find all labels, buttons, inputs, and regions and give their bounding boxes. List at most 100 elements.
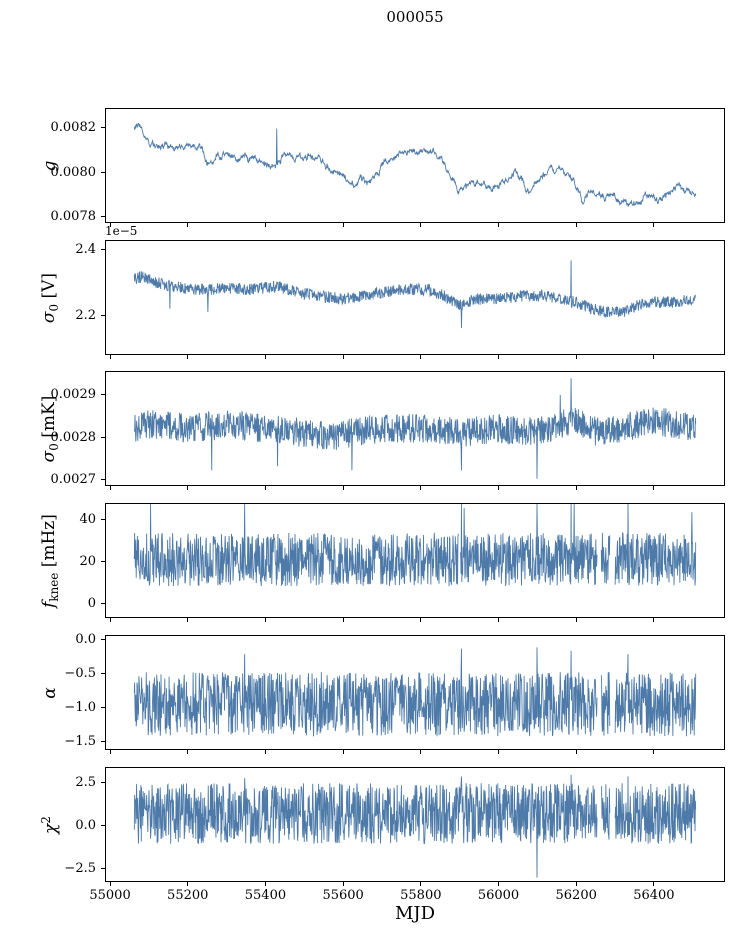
y-tick-label: 0	[87, 595, 96, 611]
x-tick-mark	[653, 750, 655, 754]
y-tick-label: −1.0	[64, 700, 96, 716]
x-tick-label: 56200	[555, 888, 597, 903]
y-tick-label: 20	[79, 554, 96, 570]
y-axis-label-g: g	[40, 160, 60, 171]
y-axis-label-segment: σ	[38, 310, 59, 323]
y-tick-label: −0.5	[64, 666, 96, 682]
x-tick-mark	[187, 355, 189, 359]
x-tick-label: 56000	[477, 888, 520, 903]
x-tick-mark	[342, 486, 344, 490]
subplot-chi2	[105, 767, 725, 882]
x-tick-mark	[109, 486, 111, 490]
y-tick-mark	[101, 479, 105, 481]
subplot-alpha	[105, 635, 725, 750]
data-line-alpha	[133, 647, 697, 737]
x-tick-mark	[420, 355, 422, 359]
x-tick-mark	[342, 223, 344, 227]
y-axis-label-segment: σ	[38, 450, 59, 462]
y-tick-label: 40	[79, 512, 96, 528]
x-axis-label: MJD	[394, 903, 436, 924]
y-tick-mark	[101, 436, 105, 438]
plot-area	[133, 647, 697, 737]
x-tick-mark	[575, 750, 577, 754]
x-tick-mark	[342, 618, 344, 622]
x-tick-mark	[498, 750, 500, 754]
x-tick-mark	[653, 355, 655, 359]
subplot-sigma0-V	[105, 240, 725, 355]
x-tick-mark	[342, 750, 344, 754]
y-axis-label-segment: [mK]	[38, 395, 59, 443]
x-tick-label: 55600	[322, 888, 364, 903]
x-tick-mark	[109, 750, 111, 754]
x-tick-mark	[264, 223, 266, 227]
x-tick-mark	[264, 882, 266, 886]
y-axis-label-segment: 0	[47, 303, 62, 311]
x-tick-mark	[187, 223, 189, 227]
x-tick-label: 55800	[400, 888, 442, 903]
y-axis-label-sigma0-V: σ0 [V]	[39, 272, 61, 322]
y-axis-label-segment: α	[40, 686, 60, 699]
x-tick-mark	[264, 618, 266, 622]
y-axis-label-chi2: χ2	[39, 816, 61, 834]
y-tick-mark	[101, 561, 105, 563]
y-tick-mark	[101, 315, 105, 317]
x-tick-mark	[420, 223, 422, 227]
x-tick-mark	[498, 618, 500, 622]
subplot-fknee	[105, 503, 725, 618]
y-tick-label: 0.0	[75, 817, 96, 833]
y-tick-mark	[101, 741, 105, 743]
y-tick-mark	[101, 519, 105, 521]
x-tick-label: 56400	[633, 888, 675, 903]
x-tick-mark	[420, 882, 422, 886]
x-tick-mark	[498, 355, 500, 359]
x-tick-mark	[653, 223, 655, 227]
x-tick-label: 55400	[244, 888, 287, 903]
y-axis-label-segment: χ	[40, 823, 61, 834]
x-tick-mark	[342, 355, 344, 359]
data-line-sigma0-V	[133, 260, 696, 329]
data-line-sigma0-mK	[133, 378, 697, 479]
y-tick-mark	[101, 781, 105, 783]
y-axis-label-fknee: fknee [mHz]	[39, 514, 61, 608]
y-axis-label-segment: knee	[47, 572, 62, 602]
data-line-chi2	[133, 774, 697, 878]
y-tick-label: 0.0078	[50, 208, 97, 224]
y-tick-label: 2.5	[75, 774, 96, 790]
x-tick-mark	[187, 882, 189, 886]
x-tick-mark	[420, 486, 422, 490]
x-tick-mark	[575, 223, 577, 227]
x-tick-mark	[342, 882, 344, 886]
x-tick-mark	[575, 618, 577, 622]
plot-area	[133, 504, 697, 587]
y-tick-label: −1.5	[64, 734, 96, 750]
x-tick-mark	[264, 750, 266, 754]
plot-area	[133, 260, 696, 329]
x-tick-mark	[109, 223, 111, 227]
y-tick-label: 0.0082	[50, 120, 97, 136]
y-tick-label: −2.5	[64, 860, 96, 876]
y-tick-label: 0.0	[75, 632, 96, 648]
x-tick-mark	[498, 882, 500, 886]
y-axis-label-segment: f	[38, 601, 59, 608]
x-tick-mark	[264, 355, 266, 359]
subplot-sigma0-mK	[105, 371, 725, 486]
x-tick-mark	[264, 486, 266, 490]
y-tick-mark	[101, 127, 105, 129]
subplot-g	[105, 108, 725, 223]
y-tick-mark	[101, 215, 105, 217]
y-axis-label-segment: g	[40, 160, 60, 171]
x-tick-mark	[575, 486, 577, 490]
y-tick-label: 0.0080	[50, 164, 97, 180]
x-tick-mark	[420, 618, 422, 622]
x-tick-mark	[498, 486, 500, 490]
y-tick-mark	[101, 867, 105, 869]
x-tick-mark	[575, 355, 577, 359]
x-tick-mark	[109, 882, 111, 886]
y-axis-label-segment: 2	[39, 815, 54, 824]
x-tick-label: 55200	[167, 888, 209, 903]
x-tick-mark	[575, 882, 577, 886]
y-axis-label-segment: 0	[47, 442, 62, 451]
y-tick-mark	[101, 602, 105, 604]
x-tick-mark	[653, 882, 655, 886]
